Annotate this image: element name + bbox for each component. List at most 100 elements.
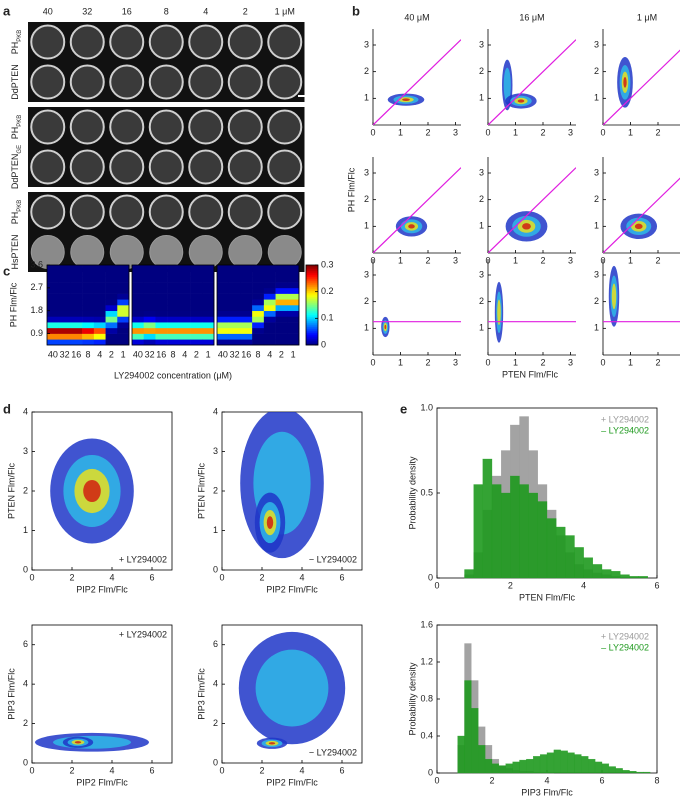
heat-cell xyxy=(190,310,203,317)
heat-cell xyxy=(105,322,118,329)
y-tick-label: 1.0 xyxy=(420,402,433,412)
y-tick-label: 1 xyxy=(479,221,484,231)
heat-cell xyxy=(105,310,118,317)
x-tick-label: 4 xyxy=(299,765,304,775)
identity-line xyxy=(603,177,680,253)
heat-cell xyxy=(105,293,118,300)
heat-cell xyxy=(287,270,300,277)
heat-cell xyxy=(228,305,241,312)
colorbar-step xyxy=(306,267,318,270)
heat-cell xyxy=(82,333,95,340)
heat-cell xyxy=(228,316,241,323)
histogram-bar xyxy=(546,752,555,774)
heat-cell xyxy=(93,276,106,283)
y-tick-label: 2 xyxy=(479,66,484,76)
heat-cell xyxy=(105,276,118,283)
heat-cell xyxy=(70,293,83,300)
y-tick-label: 2 xyxy=(23,718,28,728)
colorbar-step xyxy=(306,339,318,342)
heat-cell xyxy=(263,339,276,346)
x-tick-label: 0 xyxy=(370,127,375,137)
heat-cell xyxy=(105,287,118,294)
heat-cell xyxy=(252,333,265,340)
y-tick-label: 0.5 xyxy=(420,487,433,497)
histogram-bar xyxy=(519,759,527,774)
colorbar-step xyxy=(306,335,318,338)
identity-line xyxy=(373,167,461,253)
histogram-bar xyxy=(629,576,639,579)
heat-cell xyxy=(70,287,83,294)
y-tick-label: 3 xyxy=(23,446,28,456)
density-cloud xyxy=(503,67,511,103)
heat-cell xyxy=(217,299,230,306)
heat-cell xyxy=(252,276,265,283)
heat-cell xyxy=(178,316,191,323)
colorbar-step xyxy=(306,265,318,268)
heat-cell xyxy=(202,276,215,283)
y-tick-label: 2.7 xyxy=(30,282,43,292)
cell xyxy=(188,194,224,230)
panel-letter: d xyxy=(3,401,11,416)
heat-cell xyxy=(143,270,156,277)
x-tick-label: 2 xyxy=(540,357,545,367)
heat-cell xyxy=(47,299,60,306)
heat-cell xyxy=(93,287,106,294)
heat-cell xyxy=(143,299,156,306)
colorbar-step xyxy=(306,319,318,322)
heat-cell xyxy=(82,265,95,272)
heat-cell xyxy=(93,293,106,300)
x-tick-label: 0 xyxy=(434,775,439,785)
histogram-bar xyxy=(528,492,538,579)
cell xyxy=(30,149,66,185)
heat-cell xyxy=(132,327,145,334)
cell xyxy=(109,64,145,100)
histogram-bar xyxy=(601,569,612,579)
heat-cell xyxy=(167,265,180,272)
x-tick-label: 32 xyxy=(60,349,70,359)
y-tick-label: 3 xyxy=(594,39,599,49)
heat-cell xyxy=(155,293,168,300)
heat-cell xyxy=(252,316,265,323)
x-tick-label: 2 xyxy=(194,349,199,359)
heat-cell xyxy=(263,327,276,334)
cell xyxy=(148,194,184,230)
colorbar-step xyxy=(306,295,318,298)
y-tick-label: 3 xyxy=(364,39,369,49)
plot-area xyxy=(373,316,461,338)
heat-cell xyxy=(228,310,241,317)
y-tick-label: 2 xyxy=(364,296,369,306)
plot-area xyxy=(35,732,149,752)
heat-cell xyxy=(58,333,71,340)
identity-line xyxy=(488,39,576,125)
column-label: 2 xyxy=(243,6,248,16)
x-tick-label: 1 xyxy=(513,357,518,367)
cell xyxy=(148,64,184,100)
heat-cell xyxy=(263,270,276,277)
y-tick-label: 1 xyxy=(364,93,369,103)
x-tick-label: 1 xyxy=(121,349,126,359)
cell xyxy=(267,194,303,230)
colorbar-label: 0 xyxy=(321,339,326,349)
heat-cell xyxy=(217,333,230,340)
heat-cell xyxy=(132,333,145,340)
row-label: PHPKB xyxy=(10,115,22,140)
colorbar-step xyxy=(306,325,318,328)
x-tick-label: 1 xyxy=(398,255,403,265)
heat-cell xyxy=(190,322,203,329)
histogram-bar xyxy=(574,547,584,579)
y-tick-label: 3 xyxy=(594,269,599,279)
density-cloud xyxy=(268,742,276,745)
heat-cell xyxy=(287,305,300,312)
density-cloud xyxy=(83,479,101,503)
heat-cell xyxy=(287,310,300,317)
heat-cell xyxy=(190,316,203,323)
heat-cell xyxy=(70,299,83,306)
heat-cell xyxy=(240,287,253,294)
heat-cell xyxy=(287,333,300,340)
heat-cell xyxy=(117,316,130,323)
annotation: + LY294002 xyxy=(119,554,167,564)
column-label: 40 xyxy=(43,6,53,16)
x-axis-label: PIP2 Flm/Flc xyxy=(76,584,128,594)
heat-cell xyxy=(105,339,118,346)
cell xyxy=(267,24,303,60)
